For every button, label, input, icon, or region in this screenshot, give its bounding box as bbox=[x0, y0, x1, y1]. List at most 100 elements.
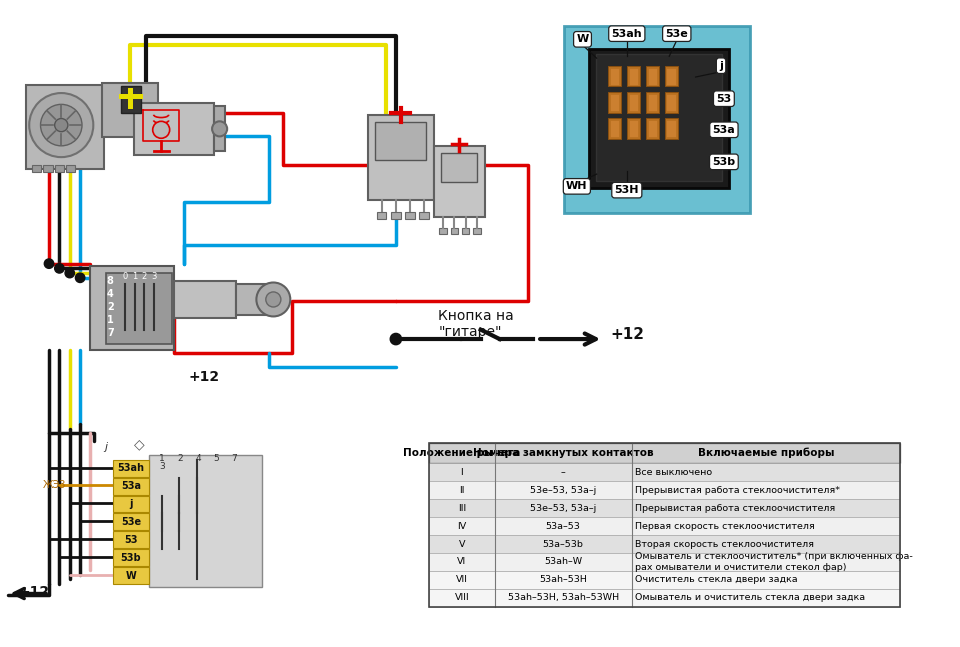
Bar bbox=[664, 118, 678, 139]
Bar bbox=[608, 66, 621, 87]
Bar bbox=[43, 165, 53, 172]
Bar bbox=[664, 92, 678, 113]
Bar bbox=[429, 535, 900, 553]
Text: Включаемые приборы: Включаемые приборы bbox=[698, 448, 834, 458]
Text: Омыватель и очиститель стекла двери задка: Омыватель и очиститель стекла двери задк… bbox=[636, 593, 865, 602]
Text: IV: IV bbox=[457, 521, 467, 531]
Circle shape bbox=[153, 122, 170, 138]
Text: 53ah–53H, 53ah–53WH: 53ah–53H, 53ah–53WH bbox=[508, 593, 619, 602]
Text: ◇: ◇ bbox=[134, 437, 145, 452]
Text: 53H: 53H bbox=[614, 185, 639, 195]
Text: W: W bbox=[576, 34, 588, 44]
Text: 53e–53, 53a–j: 53e–53, 53a–j bbox=[530, 486, 596, 495]
Bar bbox=[429, 589, 900, 607]
Text: 7: 7 bbox=[107, 329, 113, 338]
Text: 3: 3 bbox=[151, 272, 156, 281]
Text: Кнопка на
"гитаре": Кнопка на "гитаре" bbox=[439, 309, 514, 339]
Bar bbox=[629, 120, 638, 137]
Text: VIII: VIII bbox=[454, 593, 469, 602]
Bar bbox=[429, 443, 900, 463]
Circle shape bbox=[44, 259, 54, 269]
Text: 1: 1 bbox=[132, 272, 137, 281]
Text: WH: WH bbox=[566, 181, 588, 192]
Bar bbox=[89, 265, 175, 351]
Bar bbox=[214, 106, 226, 151]
Circle shape bbox=[390, 333, 401, 345]
Text: 53b: 53b bbox=[121, 553, 141, 563]
Text: +12: +12 bbox=[611, 327, 645, 342]
Bar bbox=[113, 567, 149, 584]
Bar bbox=[113, 514, 149, 531]
Bar bbox=[235, 285, 269, 314]
Text: II: II bbox=[459, 486, 465, 495]
Bar bbox=[429, 443, 900, 607]
Bar bbox=[627, 118, 640, 139]
Text: 4: 4 bbox=[195, 454, 201, 463]
Text: Омыватель и стеклоочиститель* (при включенных фа-
рах омыватели и очистители сте: Омыватель и стеклоочиститель* (при включ… bbox=[636, 553, 913, 572]
Bar bbox=[113, 496, 149, 512]
Text: Положение рычага: Положение рычага bbox=[403, 448, 520, 458]
Bar bbox=[610, 120, 619, 137]
Text: j: j bbox=[104, 443, 108, 452]
Bar bbox=[473, 228, 481, 234]
Bar bbox=[429, 553, 900, 571]
Bar bbox=[629, 67, 638, 85]
Text: 8: 8 bbox=[107, 276, 113, 285]
Bar bbox=[596, 54, 722, 181]
Text: +12: +12 bbox=[19, 585, 50, 598]
Bar bbox=[26, 85, 104, 170]
Text: 53: 53 bbox=[124, 535, 138, 545]
Bar bbox=[627, 66, 640, 87]
Bar bbox=[666, 120, 676, 137]
Bar bbox=[368, 115, 434, 199]
Text: VI: VI bbox=[457, 558, 467, 567]
Text: III: III bbox=[458, 504, 466, 512]
Bar bbox=[391, 212, 400, 219]
Bar bbox=[429, 517, 900, 535]
Bar bbox=[113, 531, 149, 548]
Text: 53b: 53b bbox=[712, 157, 735, 167]
Text: 53a: 53a bbox=[121, 481, 141, 491]
Bar bbox=[429, 499, 900, 517]
Text: 53e: 53e bbox=[665, 28, 688, 39]
Bar bbox=[434, 146, 486, 217]
Text: 1: 1 bbox=[107, 315, 113, 325]
Bar bbox=[113, 477, 149, 494]
Bar bbox=[102, 83, 158, 137]
Bar bbox=[106, 273, 172, 344]
Bar bbox=[648, 67, 657, 85]
Text: 53e–53, 53a–j: 53e–53, 53a–j bbox=[530, 504, 596, 512]
Bar bbox=[629, 94, 638, 111]
Bar bbox=[564, 26, 751, 213]
Bar bbox=[462, 228, 469, 234]
Text: 7: 7 bbox=[231, 454, 236, 463]
Text: 0: 0 bbox=[123, 272, 128, 281]
Bar bbox=[440, 228, 446, 234]
Bar bbox=[646, 118, 659, 139]
Bar bbox=[646, 66, 659, 87]
Text: VII: VII bbox=[456, 575, 468, 584]
Text: 53ah: 53ah bbox=[117, 463, 145, 473]
Text: +12: +12 bbox=[188, 369, 220, 384]
Bar bbox=[589, 49, 729, 188]
Text: Прерывистая работа стеклоочистителя: Прерывистая работа стеклоочистителя bbox=[636, 504, 835, 512]
Text: ЖЭ3: ЖЭ3 bbox=[43, 480, 66, 490]
Text: 1: 1 bbox=[159, 454, 165, 463]
Text: j: j bbox=[719, 61, 723, 71]
Bar bbox=[32, 165, 41, 172]
Bar bbox=[121, 87, 141, 113]
Bar bbox=[666, 94, 676, 111]
Bar bbox=[113, 549, 149, 566]
Bar bbox=[113, 460, 149, 477]
Bar bbox=[429, 481, 900, 499]
Text: Вторая скорость стеклоочистителя: Вторая скорость стеклоочистителя bbox=[636, 540, 814, 549]
Bar bbox=[627, 92, 640, 113]
Circle shape bbox=[40, 104, 82, 146]
Text: Номера замкнутых контактов: Номера замкнутых контактов bbox=[473, 448, 654, 458]
Bar bbox=[610, 67, 619, 85]
Text: 53e: 53e bbox=[121, 517, 141, 527]
Text: 53ah: 53ah bbox=[612, 28, 642, 39]
Bar bbox=[664, 66, 678, 87]
Text: –: – bbox=[561, 468, 565, 477]
Text: 3: 3 bbox=[159, 462, 165, 471]
